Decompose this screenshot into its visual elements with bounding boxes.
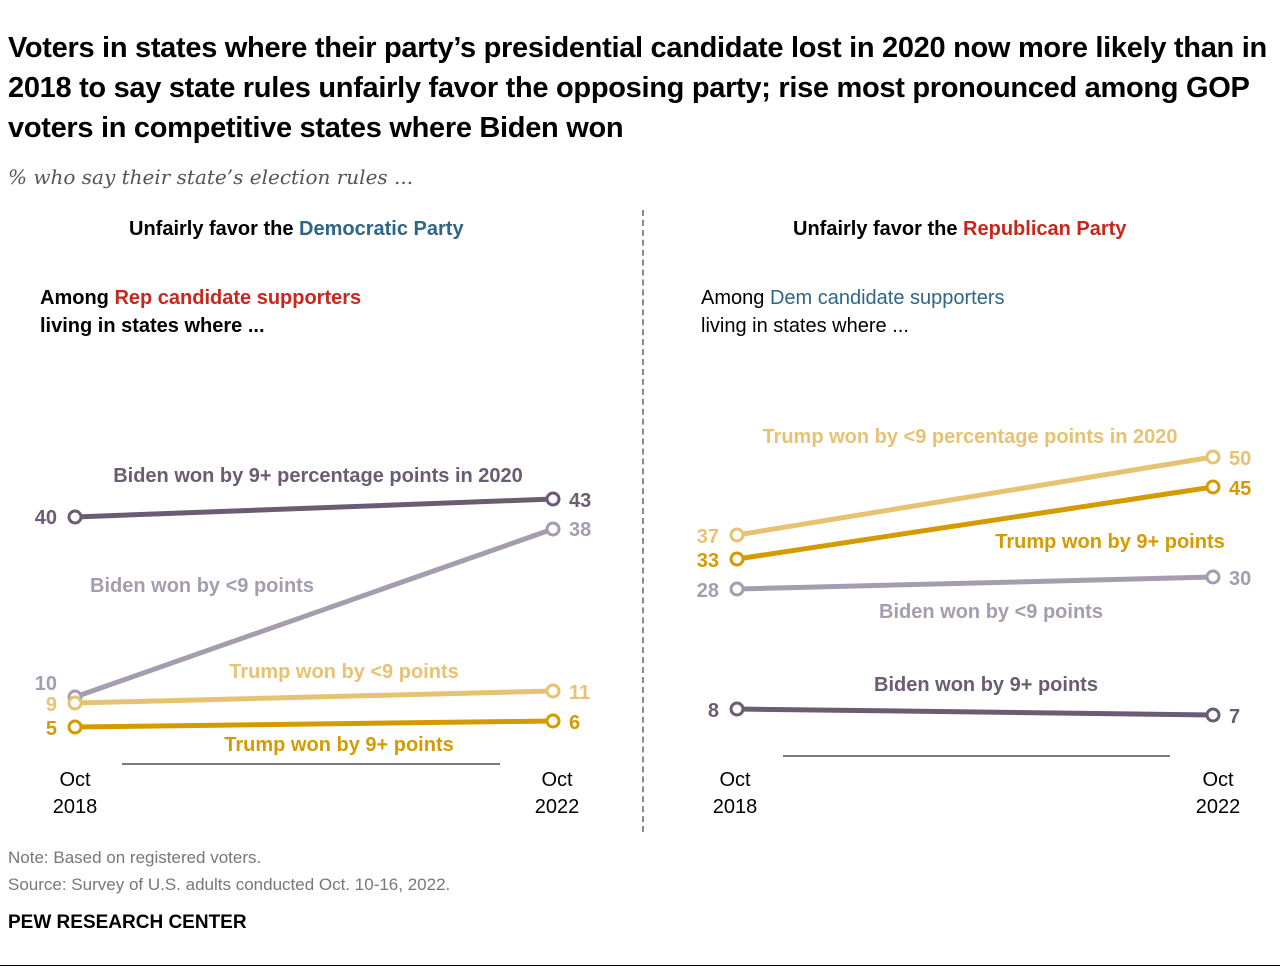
- right-marker-2018: [729, 551, 745, 567]
- right-x-tick-label: Oct 2018: [713, 769, 758, 818]
- left-value-label-2022: 38: [569, 519, 591, 541]
- right-series-label: Biden won by 9+ points: [874, 674, 1098, 696]
- left-x-tick-label: Oct 2022: [535, 769, 580, 818]
- panel-divider: [642, 210, 644, 832]
- right-value-label-2018: 28: [697, 580, 719, 602]
- left-group-suffix: living in states where ...: [40, 315, 265, 337]
- right-value-label-2018: 8: [708, 700, 719, 722]
- chart-title: Voters in states where their party’s pre…: [8, 32, 1267, 144]
- right-marker-2018: [729, 527, 745, 543]
- right-marker-2022: [1205, 569, 1221, 585]
- left-series-label: Trump won by <9 points: [229, 661, 458, 683]
- right-group-name: Dem candidate supporters: [769, 287, 1005, 309]
- left-series-line: [72, 526, 556, 700]
- left-marker-2018: [67, 695, 83, 711]
- left-series-line: [72, 496, 556, 520]
- right-panel-title-prefix: Unfairly favor the: [793, 218, 964, 240]
- left-panel-title-party: Democratic Party: [299, 218, 464, 240]
- right-panel-group-label: Among Dem candidate supporters living in…: [701, 284, 1005, 340]
- left-value-label-2018: 10: [35, 673, 57, 695]
- right-series-label: Biden won by <9 points: [879, 601, 1103, 623]
- left-value-label-2022: 43: [569, 490, 591, 512]
- right-marker-2022: [1205, 449, 1221, 465]
- right-marker-2018: [729, 701, 745, 717]
- right-value-label-2022: 30: [1229, 568, 1251, 590]
- right-value-label-2018: 37: [697, 526, 719, 548]
- bottom-rule: [0, 965, 1280, 966]
- left-series-label: Biden won by <9 points: [90, 575, 314, 597]
- left-value-label-2018: 40: [35, 507, 57, 529]
- right-group-suffix: living in states where ...: [701, 315, 909, 337]
- right-value-label-2018: 33: [697, 550, 719, 572]
- left-panel-title-prefix: Unfairly favor the: [129, 218, 300, 240]
- left-panel-group-label: Among Rep candidate supporters living in…: [40, 284, 361, 340]
- left-marker-2022: [545, 491, 561, 507]
- right-x-tick-label: Oct 2022: [1196, 769, 1241, 818]
- right-value-label-2022: 7: [1229, 706, 1240, 728]
- left-marker-2022: [545, 521, 561, 537]
- left-value-label-2022: 6: [569, 712, 580, 734]
- left-marker-2022: [545, 713, 561, 729]
- left-marker-2018: [67, 509, 83, 525]
- left-value-label-2022: 11: [569, 682, 590, 704]
- right-marker-2022: [1205, 479, 1221, 495]
- right-marker-2022: [1205, 707, 1221, 723]
- left-value-label-2018: 5: [46, 718, 57, 740]
- left-group-prefix: Among: [40, 287, 115, 309]
- right-series-line: [734, 454, 1216, 538]
- right-series-line: [734, 706, 1216, 718]
- left-series-line: [72, 718, 556, 730]
- left-value-label-2018: 9: [46, 694, 57, 716]
- left-x-tick-label: Oct 2018: [53, 769, 98, 818]
- right-group-prefix: Among: [701, 287, 770, 309]
- left-panel-title: Unfairly favor the Democratic Party: [129, 218, 464, 241]
- left-group-name: Rep candidate supporters: [114, 287, 362, 309]
- left-series-label: Biden won by 9+ percentage points in 202…: [113, 465, 523, 487]
- footer-note: Note: Based on registered voters.: [8, 848, 262, 867]
- right-panel-title: Unfairly favor the Republican Party: [793, 218, 1126, 241]
- right-series-line: [734, 484, 1216, 562]
- left-marker-2022: [545, 683, 561, 699]
- chart-subtitle: % who say their state’s election rules .…: [8, 165, 414, 189]
- right-value-label-2022: 45: [1229, 478, 1251, 500]
- footer-brand: PEW RESEARCH CENTER: [8, 912, 247, 933]
- right-series-line: [734, 574, 1216, 592]
- right-series-label: Trump won by 9+ points: [995, 531, 1224, 553]
- right-series-label: Trump won by <9 percentage points in 202…: [762, 426, 1177, 448]
- left-series-label: Trump won by 9+ points: [224, 734, 453, 756]
- right-marker-2018: [729, 581, 745, 597]
- right-panel-title-party: Republican Party: [963, 218, 1127, 240]
- left-series-line: [72, 688, 556, 706]
- footer-source: Source: Survey of U.S. adults conducted …: [8, 875, 451, 894]
- right-value-label-2022: 50: [1229, 448, 1251, 470]
- left-marker-2018: [67, 719, 83, 735]
